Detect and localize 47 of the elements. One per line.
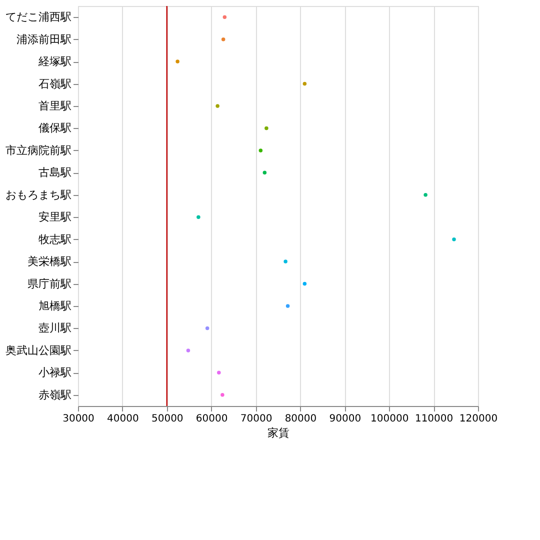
point	[452, 237, 456, 242]
y-tick-label: 浦添前田駅	[16, 32, 72, 46]
x-tick-label: 90000	[329, 414, 362, 424]
y-tick-label: てだこ浦西駅	[6, 10, 72, 24]
point	[258, 148, 263, 152]
x-tick-label: 30000	[62, 414, 94, 424]
y-tick-label: 安里駅	[38, 210, 72, 224]
point	[302, 282, 307, 286]
point	[222, 15, 227, 19]
y-tick-label: 壺川駅	[38, 322, 72, 335]
x-tick-label: 120000	[459, 414, 498, 424]
y-tick-label: 県庁前駅	[28, 277, 72, 290]
y-tick-label: 美栄橋駅	[28, 255, 72, 268]
point	[186, 348, 190, 352]
y-tick-label: 古島駅	[38, 166, 72, 180]
y-tick-label: 旭橋駅	[38, 300, 72, 312]
x-axis-title: 家賃	[268, 426, 290, 440]
point	[176, 60, 180, 64]
x-tick-label: 110000	[414, 414, 454, 424]
point	[284, 260, 288, 264]
y-tick-label: 石嶺駅	[38, 77, 72, 90]
y-tick-label: 儀保駅	[38, 122, 72, 135]
y-tick-label: 牧志駅	[38, 232, 72, 246]
point	[217, 370, 221, 375]
point	[220, 393, 224, 397]
point	[262, 170, 267, 175]
y-tick-label: 赤嶺駅	[38, 388, 72, 402]
point	[196, 215, 200, 219]
y-tick-label: 経塚駅	[38, 55, 72, 68]
y-tick-label: 首里駅	[38, 100, 72, 112]
point	[264, 126, 268, 130]
point	[424, 193, 428, 197]
x-tick-label: 40000	[107, 414, 139, 424]
x-tick-label: 80000	[284, 414, 317, 424]
x-tick-label: 60000	[196, 414, 228, 424]
point	[221, 37, 226, 42]
point	[286, 304, 290, 308]
x-tick-label: 70000	[240, 414, 272, 424]
point	[302, 82, 307, 86]
x-tick-label: 100000	[370, 414, 409, 424]
x-tick-label: 50000	[151, 414, 184, 424]
point	[216, 104, 220, 108]
y-tick-label: おもろまち駅	[6, 188, 72, 202]
y-tick-label: 市立病院前駅	[6, 144, 72, 157]
point	[205, 326, 210, 330]
y-tick-label: 小禄駅	[38, 366, 72, 380]
y-tick-label: 奥武山公園駅	[6, 344, 72, 357]
